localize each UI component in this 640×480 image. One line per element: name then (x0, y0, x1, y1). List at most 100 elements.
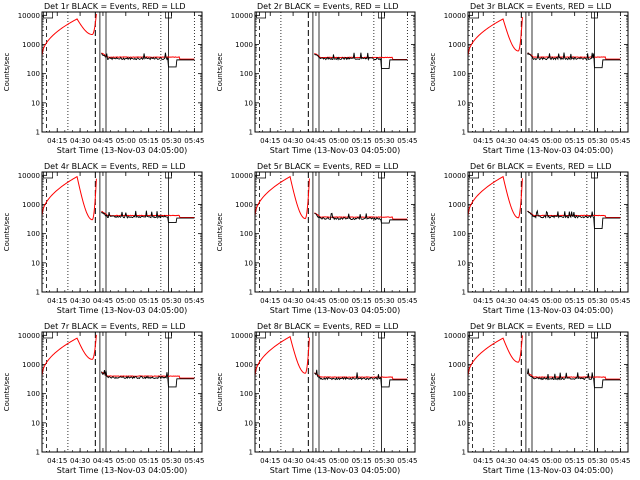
x-axis-label: Start Time (13-Nov-03 04:05:00) (483, 146, 613, 155)
x-tick-label: 04:45 (306, 297, 326, 305)
events-plateau-line (314, 52, 408, 69)
x-tick-label: 05:00 (329, 137, 349, 145)
x-tick-label: 05:45 (397, 457, 417, 465)
panel-det-3: Det 3r BLACK = Events, RED = LLD Counts/s… (429, 2, 630, 155)
panel-frame (254, 331, 416, 453)
y-tick-label: 1 (462, 129, 466, 137)
x-axis-label: Start Time (13-Nov-03 04:05:00) (270, 466, 400, 475)
y-tick-label: 10000 (444, 12, 466, 20)
x-tick-label: 04:45 (519, 297, 539, 305)
panel-det-6: Det 6r BLACK = Events, RED = LLD Counts/s… (429, 162, 630, 315)
interval-bracket (165, 172, 172, 179)
y-tick-label: 1 (36, 289, 40, 297)
y-tick-label: 100 (27, 230, 40, 238)
y-tick-label: 10 (457, 99, 466, 107)
y-tick-label: 10 (244, 99, 253, 107)
x-tick-label: 04:15 (260, 297, 280, 305)
y-tick-label: 10000 (231, 332, 253, 340)
y-tick-label: 10000 (231, 12, 253, 20)
x-tick-label: 05:30 (161, 457, 181, 465)
x-tick-label: 04:15 (260, 457, 280, 465)
panel-frame (467, 331, 629, 453)
panel-det-7: Det 7r BLACK = Events, RED = LLD Counts/s… (3, 322, 204, 475)
y-tick-label: 10000 (18, 172, 40, 180)
x-tick-label: 04:15 (47, 137, 67, 145)
y-tick-label: 10 (31, 259, 40, 267)
events-plateau-line (314, 369, 408, 388)
x-tick-label: 05:30 (161, 137, 181, 145)
panel-title: Det 1r BLACK = Events, RED = LLD (44, 2, 186, 11)
x-tick-label: 04:45 (519, 137, 539, 145)
x-tick-label: 05:00 (542, 457, 562, 465)
x-tick-label: 04:15 (47, 297, 67, 305)
panel-title: Det 7r BLACK = Events, RED = LLD (44, 322, 186, 331)
y-axis-label: Counts/sec (216, 373, 224, 412)
x-tick-label: 04:45 (306, 137, 326, 145)
lld-plateau-line (527, 372, 621, 380)
x-tick-label: 05:45 (397, 297, 417, 305)
y-axis-label: Counts/sec (3, 53, 11, 92)
x-axis-label: Start Time (13-Nov-03 04:05:00) (57, 146, 187, 155)
y-tick-label: 10 (457, 419, 466, 427)
x-tick-label: 05:45 (397, 137, 417, 145)
y-tick-label: 100 (27, 390, 40, 398)
y-tick-label: 10 (244, 419, 253, 427)
x-tick-label: 04:30 (496, 137, 516, 145)
y-tick-label: 10 (31, 419, 40, 427)
lld-flare-line (468, 175, 523, 219)
interval-bracket (591, 172, 598, 179)
plot-area (255, 332, 408, 452)
x-tick-label: 05:45 (610, 297, 630, 305)
y-tick-label: 1000 (235, 361, 253, 369)
interval-bracket (469, 12, 480, 19)
panel-frame (254, 11, 416, 133)
y-tick-label: 100 (240, 70, 253, 78)
x-axis-label: Start Time (13-Nov-03 04:05:00) (270, 146, 400, 155)
y-tick-label: 1000 (22, 201, 40, 209)
y-tick-label: 1000 (448, 41, 466, 49)
y-tick-label: 1 (36, 449, 40, 457)
y-tick-label: 1 (36, 129, 40, 137)
x-tick-label: 05:30 (587, 457, 607, 465)
interval-bracket (378, 332, 385, 339)
y-tick-label: 10000 (18, 332, 40, 340)
plot-area (468, 332, 621, 452)
x-tick-label: 04:15 (473, 297, 493, 305)
y-tick-label: 10 (244, 259, 253, 267)
panel-frame (467, 171, 629, 293)
panel-det-5: Det 5r BLACK = Events, RED = LLD Counts/s… (216, 162, 417, 315)
panel-frame (41, 11, 203, 133)
lld-flare-line (42, 334, 97, 377)
x-tick-label: 04:30 (283, 297, 303, 305)
x-tick-label: 05:00 (542, 297, 562, 305)
y-axis-label: Counts/sec (429, 373, 437, 412)
panel-frame (41, 331, 203, 453)
lld-plateau-line (314, 52, 408, 60)
plot-area (256, 12, 408, 132)
panel-title: Det 2r BLACK = Events, RED = LLD (257, 2, 399, 11)
y-tick-label: 10 (31, 99, 40, 107)
x-tick-label: 05:30 (374, 457, 394, 465)
x-tick-label: 05:15 (565, 297, 585, 305)
y-tick-label: 1 (462, 289, 466, 297)
x-tick-label: 04:15 (47, 457, 67, 465)
y-tick-label: 100 (240, 390, 253, 398)
x-tick-label: 04:45 (93, 457, 113, 465)
x-tick-label: 05:00 (116, 457, 136, 465)
x-tick-label: 05:00 (542, 137, 562, 145)
x-tick-label: 05:30 (587, 137, 607, 145)
x-tick-label: 05:15 (565, 137, 585, 145)
interval-bracket (43, 332, 54, 339)
y-tick-label: 100 (453, 70, 466, 78)
x-tick-label: 04:30 (70, 137, 90, 145)
y-tick-label: 100 (453, 390, 466, 398)
x-tick-label: 05:15 (352, 137, 372, 145)
x-tick-label: 05:45 (184, 457, 204, 465)
x-tick-label: 05:00 (329, 457, 349, 465)
y-tick-label: 100 (240, 230, 253, 238)
interval-bracket (43, 12, 54, 19)
panel-det-1: Det 1r BLACK = Events, RED = LLD Counts/s… (3, 2, 204, 155)
x-tick-label: 04:30 (496, 297, 516, 305)
y-axis-label: Counts/sec (429, 53, 437, 92)
